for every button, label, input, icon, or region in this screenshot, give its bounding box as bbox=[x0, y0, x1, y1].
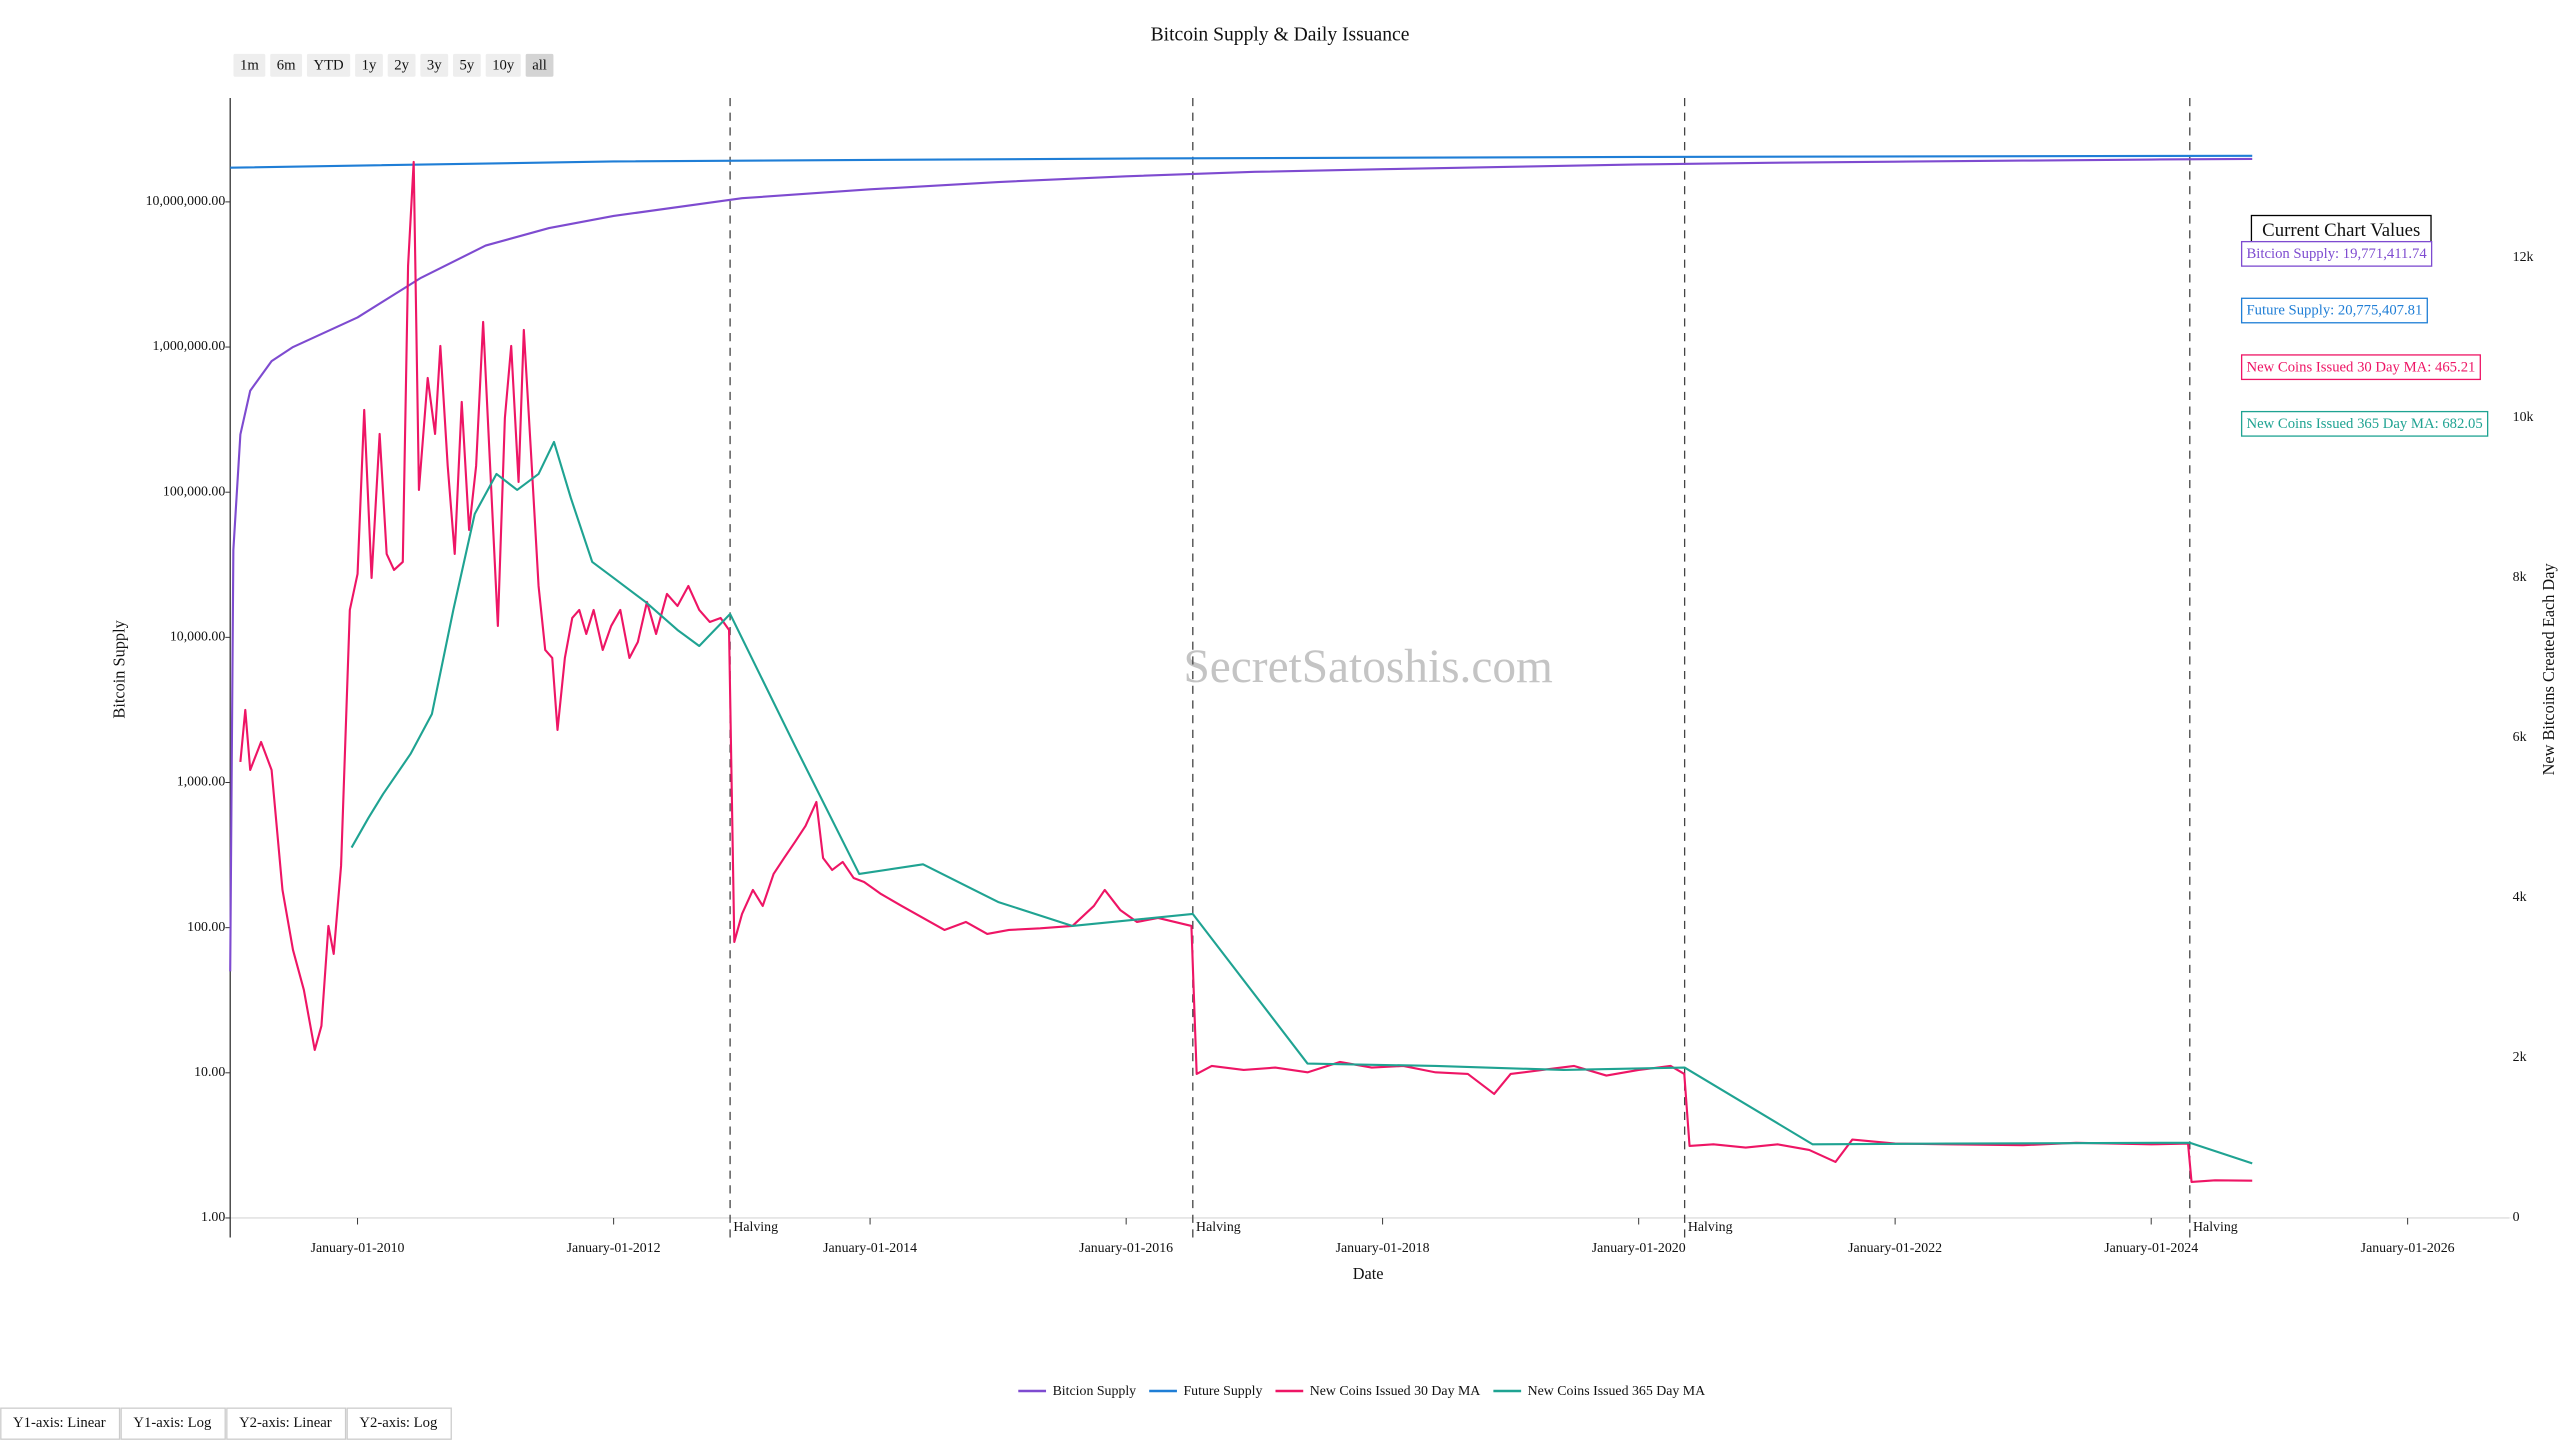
current-value: New Coins Issued 30 Day MA: 465.21 bbox=[2247, 359, 2476, 375]
y-tick-label: 100,000.00 bbox=[163, 484, 225, 499]
y2-tick-label: 0 bbox=[2513, 1210, 2520, 1225]
range-button[interactable]: 10y bbox=[485, 53, 521, 77]
current-value-box bbox=[2240, 240, 2433, 267]
y-tick-label: 1,000,000.00 bbox=[153, 339, 226, 354]
axis-button-bg[interactable] bbox=[120, 1407, 226, 1440]
range-button[interactable]: 2y bbox=[387, 53, 416, 77]
y2-tick-label: 4k bbox=[2513, 890, 2527, 905]
axis-button-label[interactable]: Y2-axis: Linear bbox=[239, 1415, 332, 1431]
y2-tick-label: 10k bbox=[2513, 410, 2534, 425]
range-button-bg[interactable] bbox=[355, 53, 383, 77]
axis-button[interactable]: Y1-axis: Linear bbox=[0, 1407, 121, 1440]
axis-button[interactable]: Y2-axis: Log bbox=[346, 1407, 452, 1440]
axis-button-bg[interactable] bbox=[0, 1407, 121, 1440]
range-button-bg[interactable] bbox=[233, 53, 266, 77]
y2-tick-label: 12k bbox=[2513, 250, 2534, 265]
range-button-bg[interactable] bbox=[525, 53, 554, 77]
current-values-title-box bbox=[2250, 214, 2432, 246]
axis-button-label[interactable]: Y2-axis: Log bbox=[359, 1415, 438, 1431]
current-value: New Coins Issued 365 Day MA: 682.05 bbox=[2247, 416, 2483, 432]
series-line bbox=[350, 440, 2253, 1165]
legend-label: New Coins Issued 30 Day MA bbox=[1310, 1384, 1481, 1399]
y-tick-label: 10,000.00 bbox=[170, 630, 226, 645]
y-tick-label: 10,000,000.00 bbox=[146, 194, 226, 209]
range-button-bg[interactable] bbox=[485, 53, 521, 77]
range-button-label[interactable]: 1y bbox=[362, 57, 377, 73]
range-button[interactable]: YTD bbox=[306, 53, 351, 77]
y2-axis-label: New Bitcoins Created Each Day bbox=[2539, 563, 2558, 776]
legend-label: New Coins Issued 365 Day MA bbox=[1528, 1384, 1705, 1399]
series-line bbox=[229, 157, 2253, 972]
x-tick-label: January-01-2012 bbox=[567, 1241, 661, 1256]
current-value-box bbox=[2240, 354, 2481, 381]
halving-label: Halving bbox=[1196, 1220, 1241, 1235]
y-tick-label: 1,000.00 bbox=[177, 775, 226, 790]
range-button-bg[interactable] bbox=[453, 53, 481, 77]
axis-button-bg[interactable] bbox=[226, 1407, 347, 1440]
range-button[interactable]: 5y bbox=[453, 53, 481, 77]
axis-button[interactable]: Y2-axis: Linear bbox=[226, 1407, 347, 1440]
x-tick-label: January-01-2010 bbox=[311, 1241, 405, 1256]
axis-button[interactable]: Y1-axis: Log bbox=[120, 1407, 226, 1440]
x-tick-label: January-01-2024 bbox=[2104, 1241, 2198, 1256]
current-value: Future Supply: 20,775,407.81 bbox=[2247, 303, 2423, 319]
current-value-box bbox=[2240, 297, 2428, 324]
series-line bbox=[230, 154, 2253, 169]
range-button-label[interactable]: 6m bbox=[277, 57, 296, 73]
range-button-bg[interactable] bbox=[270, 53, 303, 77]
x-tick-label: January-01-2014 bbox=[823, 1241, 917, 1256]
y2-tick-label: 6k bbox=[2513, 730, 2527, 745]
current-values-title: Current Chart Values bbox=[2262, 220, 2420, 241]
legend: Bitcion Supply Future Supply New Coins Iss… bbox=[1018, 1384, 1705, 1399]
x-tick-label: January-01-2018 bbox=[1336, 1241, 1430, 1256]
x-axis-label: Date bbox=[1353, 1264, 1384, 1283]
range-button-label[interactable]: YTD bbox=[313, 57, 344, 73]
watermark: SecretSatoshis.com bbox=[1183, 641, 1553, 693]
current-value: Bitcion Supply: 19,771,411.74 bbox=[2247, 246, 2428, 262]
x-tick-label: January-01-2022 bbox=[1848, 1241, 1942, 1256]
y-tick-label: 10.00 bbox=[194, 1065, 225, 1080]
range-button[interactable]: 3y bbox=[420, 53, 449, 77]
y2-tick-label: 8k bbox=[2513, 570, 2527, 585]
range-button-bg[interactable] bbox=[306, 53, 351, 77]
range-button-label[interactable]: 2y bbox=[394, 57, 409, 73]
y-axis-label: Bitcoin Supply bbox=[110, 619, 129, 718]
axis-button-label[interactable]: Y1-axis: Linear bbox=[13, 1415, 106, 1431]
range-button-label[interactable]: 3y bbox=[427, 57, 442, 73]
axis-button-bg[interactable] bbox=[346, 1407, 452, 1440]
halving-label: Halving bbox=[1688, 1220, 1733, 1235]
legend-label: Future Supply bbox=[1183, 1384, 1262, 1399]
legend-label: Bitcion Supply bbox=[1053, 1384, 1137, 1399]
halving-label: Halving bbox=[733, 1220, 778, 1235]
range-button-label[interactable]: 10y bbox=[492, 57, 515, 73]
range-button-label[interactable]: 5y bbox=[460, 57, 475, 73]
current-value-box bbox=[2240, 410, 2489, 437]
range-button-label[interactable]: 1m bbox=[240, 57, 259, 73]
range-button[interactable]: all bbox=[525, 53, 554, 77]
y-tick-label: 1.00 bbox=[201, 1210, 225, 1225]
x-tick-label: January-01-2016 bbox=[1079, 1241, 1173, 1256]
range-button[interactable]: 1m bbox=[233, 53, 266, 77]
range-button-bg[interactable] bbox=[420, 53, 449, 77]
x-tick-label: January-01-2020 bbox=[1592, 1241, 1686, 1256]
y-tick-label: 100.00 bbox=[187, 920, 225, 935]
x-tick-label: January-01-2026 bbox=[2361, 1241, 2455, 1256]
range-button[interactable]: 1y bbox=[355, 53, 383, 77]
chart-title: Bitcoin Supply & Daily Issuance bbox=[1151, 24, 1410, 45]
y2-tick-label: 2k bbox=[2513, 1050, 2527, 1065]
range-button-label[interactable]: all bbox=[532, 57, 547, 73]
axis-button-label[interactable]: Y1-axis: Log bbox=[133, 1415, 212, 1431]
range-button[interactable]: 6m bbox=[270, 53, 303, 77]
range-button-bg[interactable] bbox=[387, 53, 416, 77]
halving-label: Halving bbox=[2193, 1220, 2238, 1235]
